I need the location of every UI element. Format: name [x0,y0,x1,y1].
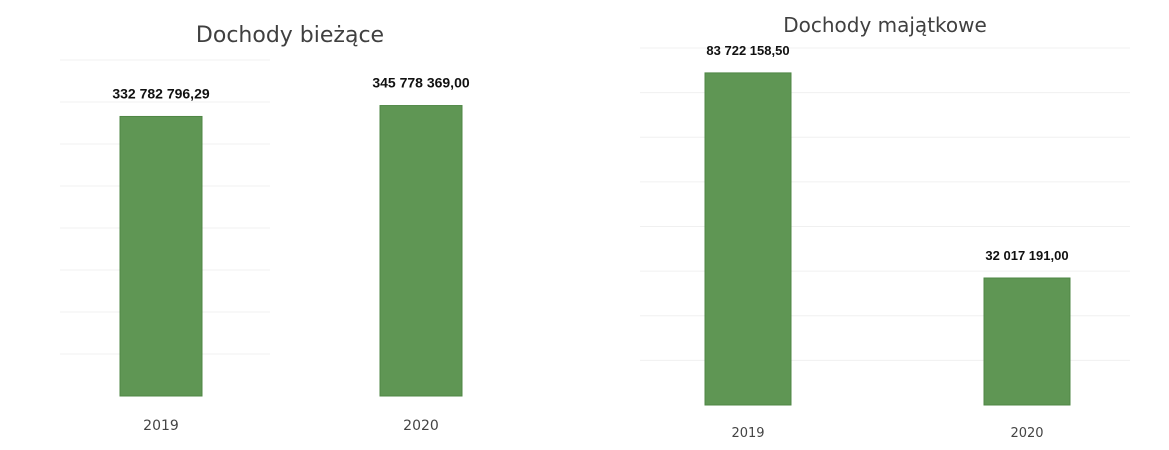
chart-dochody-majatkowe: Dochody majątkowe 83 722 158,50 32 017 19… [640,13,1130,441]
x-tick-labels: 2019 2020 [143,418,439,434]
bar-2020 [379,105,463,397]
bars [119,105,463,397]
data-labels: 332 782 796,29 345 778 369,00 [112,75,470,102]
x-tick-label-2019: 2019 [143,418,179,434]
bar-2019 [119,115,203,397]
chart-dochody-biezace: Dochody bieżące 332 782 796,29 345 778 36… [60,23,470,434]
data-label-2020: 32 017 191,00 [985,248,1068,263]
x-tick-labels: 2019 2020 [731,426,1043,441]
x-tick-label-2019: 2019 [731,426,764,441]
x-tick-label-2020: 2020 [403,418,439,434]
x-tick-label-2020: 2020 [1010,426,1043,441]
chart-title: Dochody bieżące [196,23,384,48]
data-label-2020: 345 778 369,00 [372,75,470,91]
data-labels: 83 722 158,50 32 017 191,00 [706,43,1068,263]
data-label-2019: 83 722 158,50 [706,43,789,58]
chart-title: Dochody majątkowe [783,13,987,37]
bar-2020 [983,277,1071,406]
bars [704,72,1071,406]
bar-2019 [704,72,792,406]
data-label-2019: 332 782 796,29 [112,85,210,101]
